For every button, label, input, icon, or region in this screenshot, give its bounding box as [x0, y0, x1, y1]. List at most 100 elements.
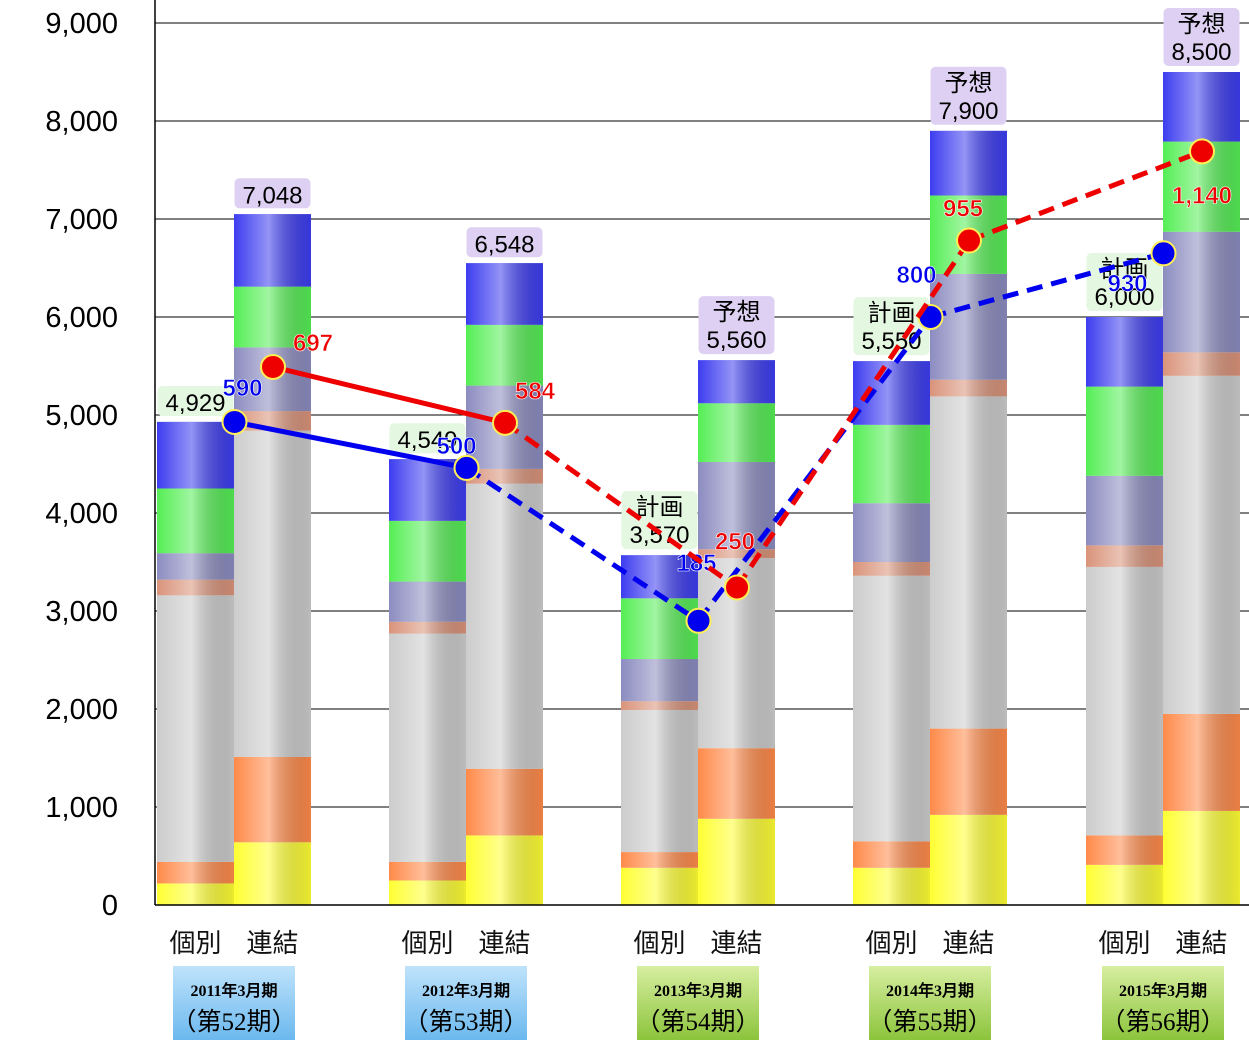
plan-forecast-label: 計画: [636, 494, 684, 521]
series-data-label: 590: [222, 375, 262, 402]
bar-total-label: 6,000: [1094, 284, 1154, 311]
period-year-label: 2013年3月期: [654, 981, 742, 1000]
bar-total-label: 4,929: [165, 390, 225, 417]
bar-segment-shade: [1163, 810, 1240, 905]
total-label-box: [466, 227, 543, 258]
bar-segment-shade: [157, 861, 234, 884]
bar-total-label: 4,549: [397, 427, 457, 454]
bar-segment-shade: [466, 263, 543, 325]
bar-segment-shade: [1086, 864, 1163, 905]
series-marker: [685, 607, 712, 634]
bar-segment-shade: [621, 709, 698, 853]
bar-total-label: 8,500: [1171, 39, 1231, 66]
bar-segment-shade: [930, 130, 1007, 196]
bar-segment-shade: [853, 841, 930, 868]
series-segment: [968, 149, 1203, 243]
period-term-label: （第53期）: [403, 1008, 528, 1036]
category-label: 個別: [633, 929, 685, 959]
y-tick-label: 7,000: [45, 204, 118, 236]
period-box: [869, 966, 991, 1040]
series-segment: [929, 250, 1165, 320]
bar-segment-shade: [853, 867, 930, 905]
period-term-label: （第52期）: [171, 1008, 296, 1036]
category-label: 個別: [865, 929, 917, 959]
bar-segment-shade: [621, 852, 698, 868]
bar-segment-shade: [621, 555, 698, 599]
total-label-boxes: 4,9297,0484,5496,548計画3,570予想5,560計画5,55…: [157, 8, 1240, 550]
bar-segment-shade: [698, 549, 775, 559]
bar-segment-shade: [1163, 72, 1240, 142]
category-label: 連結: [478, 929, 530, 959]
y-tick-label: 2,000: [45, 694, 118, 726]
bar-total-label: 7,900: [938, 98, 998, 125]
plan-forecast-label: 予想: [945, 70, 993, 97]
bar-segment-shade: [621, 659, 698, 702]
series-segment: [696, 315, 933, 623]
y-tick-label: 5,000: [45, 400, 118, 432]
y-tick-label: 1,000: [45, 792, 118, 824]
period-term-label: （第54期）: [635, 1008, 760, 1036]
series-data-label: 250: [715, 528, 755, 555]
bar-segment-shade: [930, 396, 1007, 729]
y-tick-label: 9,000: [45, 8, 118, 40]
bar-segment-shade: [234, 757, 311, 843]
period-year-label: 2012年3月期: [422, 981, 510, 1000]
category-label: 個別: [401, 929, 453, 959]
series-segment: [503, 420, 739, 590]
bar-segment-shade: [853, 424, 930, 504]
series-marker: [221, 408, 248, 435]
category-label: 個別: [1098, 929, 1150, 959]
bar-segment-shade: [389, 520, 466, 582]
plan-forecast-label: 予想: [1178, 11, 1226, 38]
y-tick-label: 0: [102, 890, 118, 922]
bar-segment-shade: [157, 488, 234, 554]
series-marker: [453, 454, 480, 481]
bar-segment-shade: [389, 621, 466, 634]
bar-segment-shade: [853, 575, 930, 842]
bar-segment-shade: [389, 861, 466, 881]
bar-segment-shade: [1086, 566, 1163, 836]
bar-segment-shade: [466, 483, 543, 769]
bar-segment-shade: [853, 562, 930, 576]
bar-segment-shade: [1086, 545, 1163, 567]
bar-segment-shade: [234, 214, 311, 287]
period-box: [405, 966, 527, 1040]
bar-segment-shade: [157, 595, 234, 862]
y-tick-label: 8,000: [45, 106, 118, 138]
category-label: 個別: [169, 929, 221, 959]
bar-segment-shade: [157, 883, 234, 905]
bar-segment-shade: [930, 379, 1007, 397]
total-label-box: [698, 296, 775, 355]
series-data-label: 584: [515, 378, 556, 405]
bar-segment-shade: [698, 360, 775, 404]
bar-segment-shade: [698, 748, 775, 819]
y-tick-label: 3,000: [45, 596, 118, 628]
bar-total-label: 5,560: [706, 327, 766, 354]
bar-segment-shade: [698, 818, 775, 905]
total-label-box: [1163, 8, 1240, 66]
total-label-box: [930, 66, 1007, 125]
total-label-box: [389, 423, 466, 454]
bar-segment-shade: [466, 468, 543, 484]
series-segment: [465, 465, 700, 623]
profit-lines: 590 500 185 800 930 697 584 250 955 1,140: [221, 138, 1232, 634]
bar-segment-shade: [1086, 475, 1163, 546]
bar-segment-shade: [234, 842, 311, 905]
bar-segment-shade: [466, 835, 543, 905]
bar-segment-shade: [157, 553, 234, 580]
y-tick-label: 6,000: [45, 302, 118, 334]
series-data-label: 185: [676, 550, 716, 577]
plan-forecast-label: 計画: [868, 300, 916, 327]
bar-segment-shade: [389, 459, 466, 521]
total-label-box: [621, 491, 698, 550]
bar-segment-shade: [1086, 317, 1163, 387]
series-marker: [724, 574, 750, 601]
bar-segment-shade: [621, 867, 698, 905]
bar-segment-shade: [157, 421, 234, 489]
bar-segment-shade: [1086, 386, 1163, 476]
series-segment: [234, 419, 467, 471]
bar-segment-shade: [930, 814, 1007, 905]
bar-segment-shade: [930, 728, 1007, 815]
period-box: [637, 966, 759, 1040]
